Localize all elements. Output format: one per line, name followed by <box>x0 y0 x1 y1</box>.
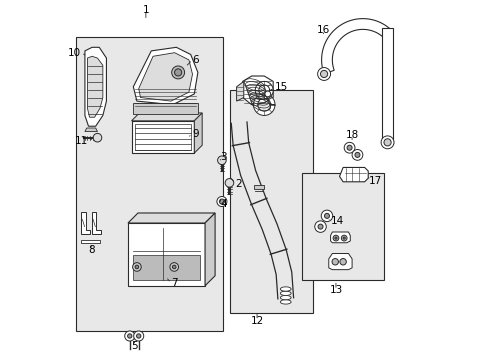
Bar <box>382 28 392 144</box>
Polygon shape <box>236 81 244 101</box>
Circle shape <box>343 237 345 239</box>
Circle shape <box>133 331 143 341</box>
Text: 18: 18 <box>345 130 358 140</box>
Polygon shape <box>133 47 198 105</box>
Circle shape <box>217 197 226 207</box>
Text: 1: 1 <box>142 5 149 15</box>
Ellipse shape <box>280 291 290 296</box>
Bar <box>301 173 384 280</box>
Bar <box>133 103 198 114</box>
Text: 8: 8 <box>88 245 95 255</box>
Text: 10: 10 <box>68 48 81 58</box>
Polygon shape <box>92 212 101 234</box>
Circle shape <box>264 91 270 97</box>
Circle shape <box>314 221 325 232</box>
Circle shape <box>136 334 141 338</box>
Circle shape <box>331 258 338 265</box>
Text: 13: 13 <box>328 285 342 295</box>
Polygon shape <box>85 128 97 132</box>
Circle shape <box>172 265 176 269</box>
Polygon shape <box>328 253 351 270</box>
Polygon shape <box>253 94 274 116</box>
Circle shape <box>171 66 184 79</box>
Polygon shape <box>81 212 90 234</box>
Text: 3: 3 <box>220 152 226 162</box>
Ellipse shape <box>280 296 290 300</box>
Bar <box>135 125 190 149</box>
Circle shape <box>219 199 224 204</box>
Polygon shape <box>128 213 215 223</box>
Polygon shape <box>255 81 273 99</box>
Circle shape <box>346 145 351 150</box>
Bar <box>76 37 223 330</box>
Polygon shape <box>330 232 349 243</box>
Text: 4: 4 <box>220 199 226 209</box>
Circle shape <box>317 224 323 229</box>
Circle shape <box>321 210 332 222</box>
Text: 12: 12 <box>250 316 263 325</box>
Bar <box>81 240 100 243</box>
Circle shape <box>169 263 178 271</box>
Circle shape <box>135 265 139 269</box>
Polygon shape <box>254 185 264 189</box>
Ellipse shape <box>280 287 290 291</box>
Circle shape <box>332 235 338 241</box>
Circle shape <box>93 134 102 142</box>
Polygon shape <box>87 56 102 117</box>
Bar <box>133 255 199 280</box>
Polygon shape <box>339 167 367 182</box>
Polygon shape <box>85 47 106 126</box>
Text: 6: 6 <box>192 55 199 65</box>
Circle shape <box>383 139 390 146</box>
Text: 7: 7 <box>171 278 178 288</box>
Circle shape <box>324 213 329 219</box>
Circle shape <box>354 152 359 157</box>
Polygon shape <box>194 113 202 153</box>
Text: 16: 16 <box>316 25 329 35</box>
Circle shape <box>317 68 330 80</box>
Circle shape <box>217 156 226 165</box>
Circle shape <box>351 149 362 160</box>
Circle shape <box>320 71 327 77</box>
Circle shape <box>127 334 132 338</box>
Circle shape <box>380 136 393 149</box>
Polygon shape <box>321 19 388 74</box>
Text: 2: 2 <box>235 179 242 189</box>
Circle shape <box>224 179 233 187</box>
Polygon shape <box>204 213 215 286</box>
Bar <box>230 90 312 313</box>
Circle shape <box>132 263 141 271</box>
Ellipse shape <box>280 300 290 304</box>
Polygon shape <box>139 53 192 101</box>
Text: 17: 17 <box>368 176 382 186</box>
Text: 5: 5 <box>131 341 138 351</box>
Circle shape <box>341 235 346 241</box>
Text: 15: 15 <box>274 82 287 93</box>
Bar <box>128 223 204 286</box>
Text: 11: 11 <box>75 136 88 146</box>
Circle shape <box>334 237 336 239</box>
Circle shape <box>174 69 182 76</box>
Polygon shape <box>131 113 202 121</box>
Circle shape <box>124 331 135 341</box>
Circle shape <box>344 142 354 153</box>
Circle shape <box>339 258 346 265</box>
Polygon shape <box>242 76 273 105</box>
Text: 14: 14 <box>330 216 344 226</box>
Bar <box>131 121 194 153</box>
Text: 9: 9 <box>192 129 199 139</box>
